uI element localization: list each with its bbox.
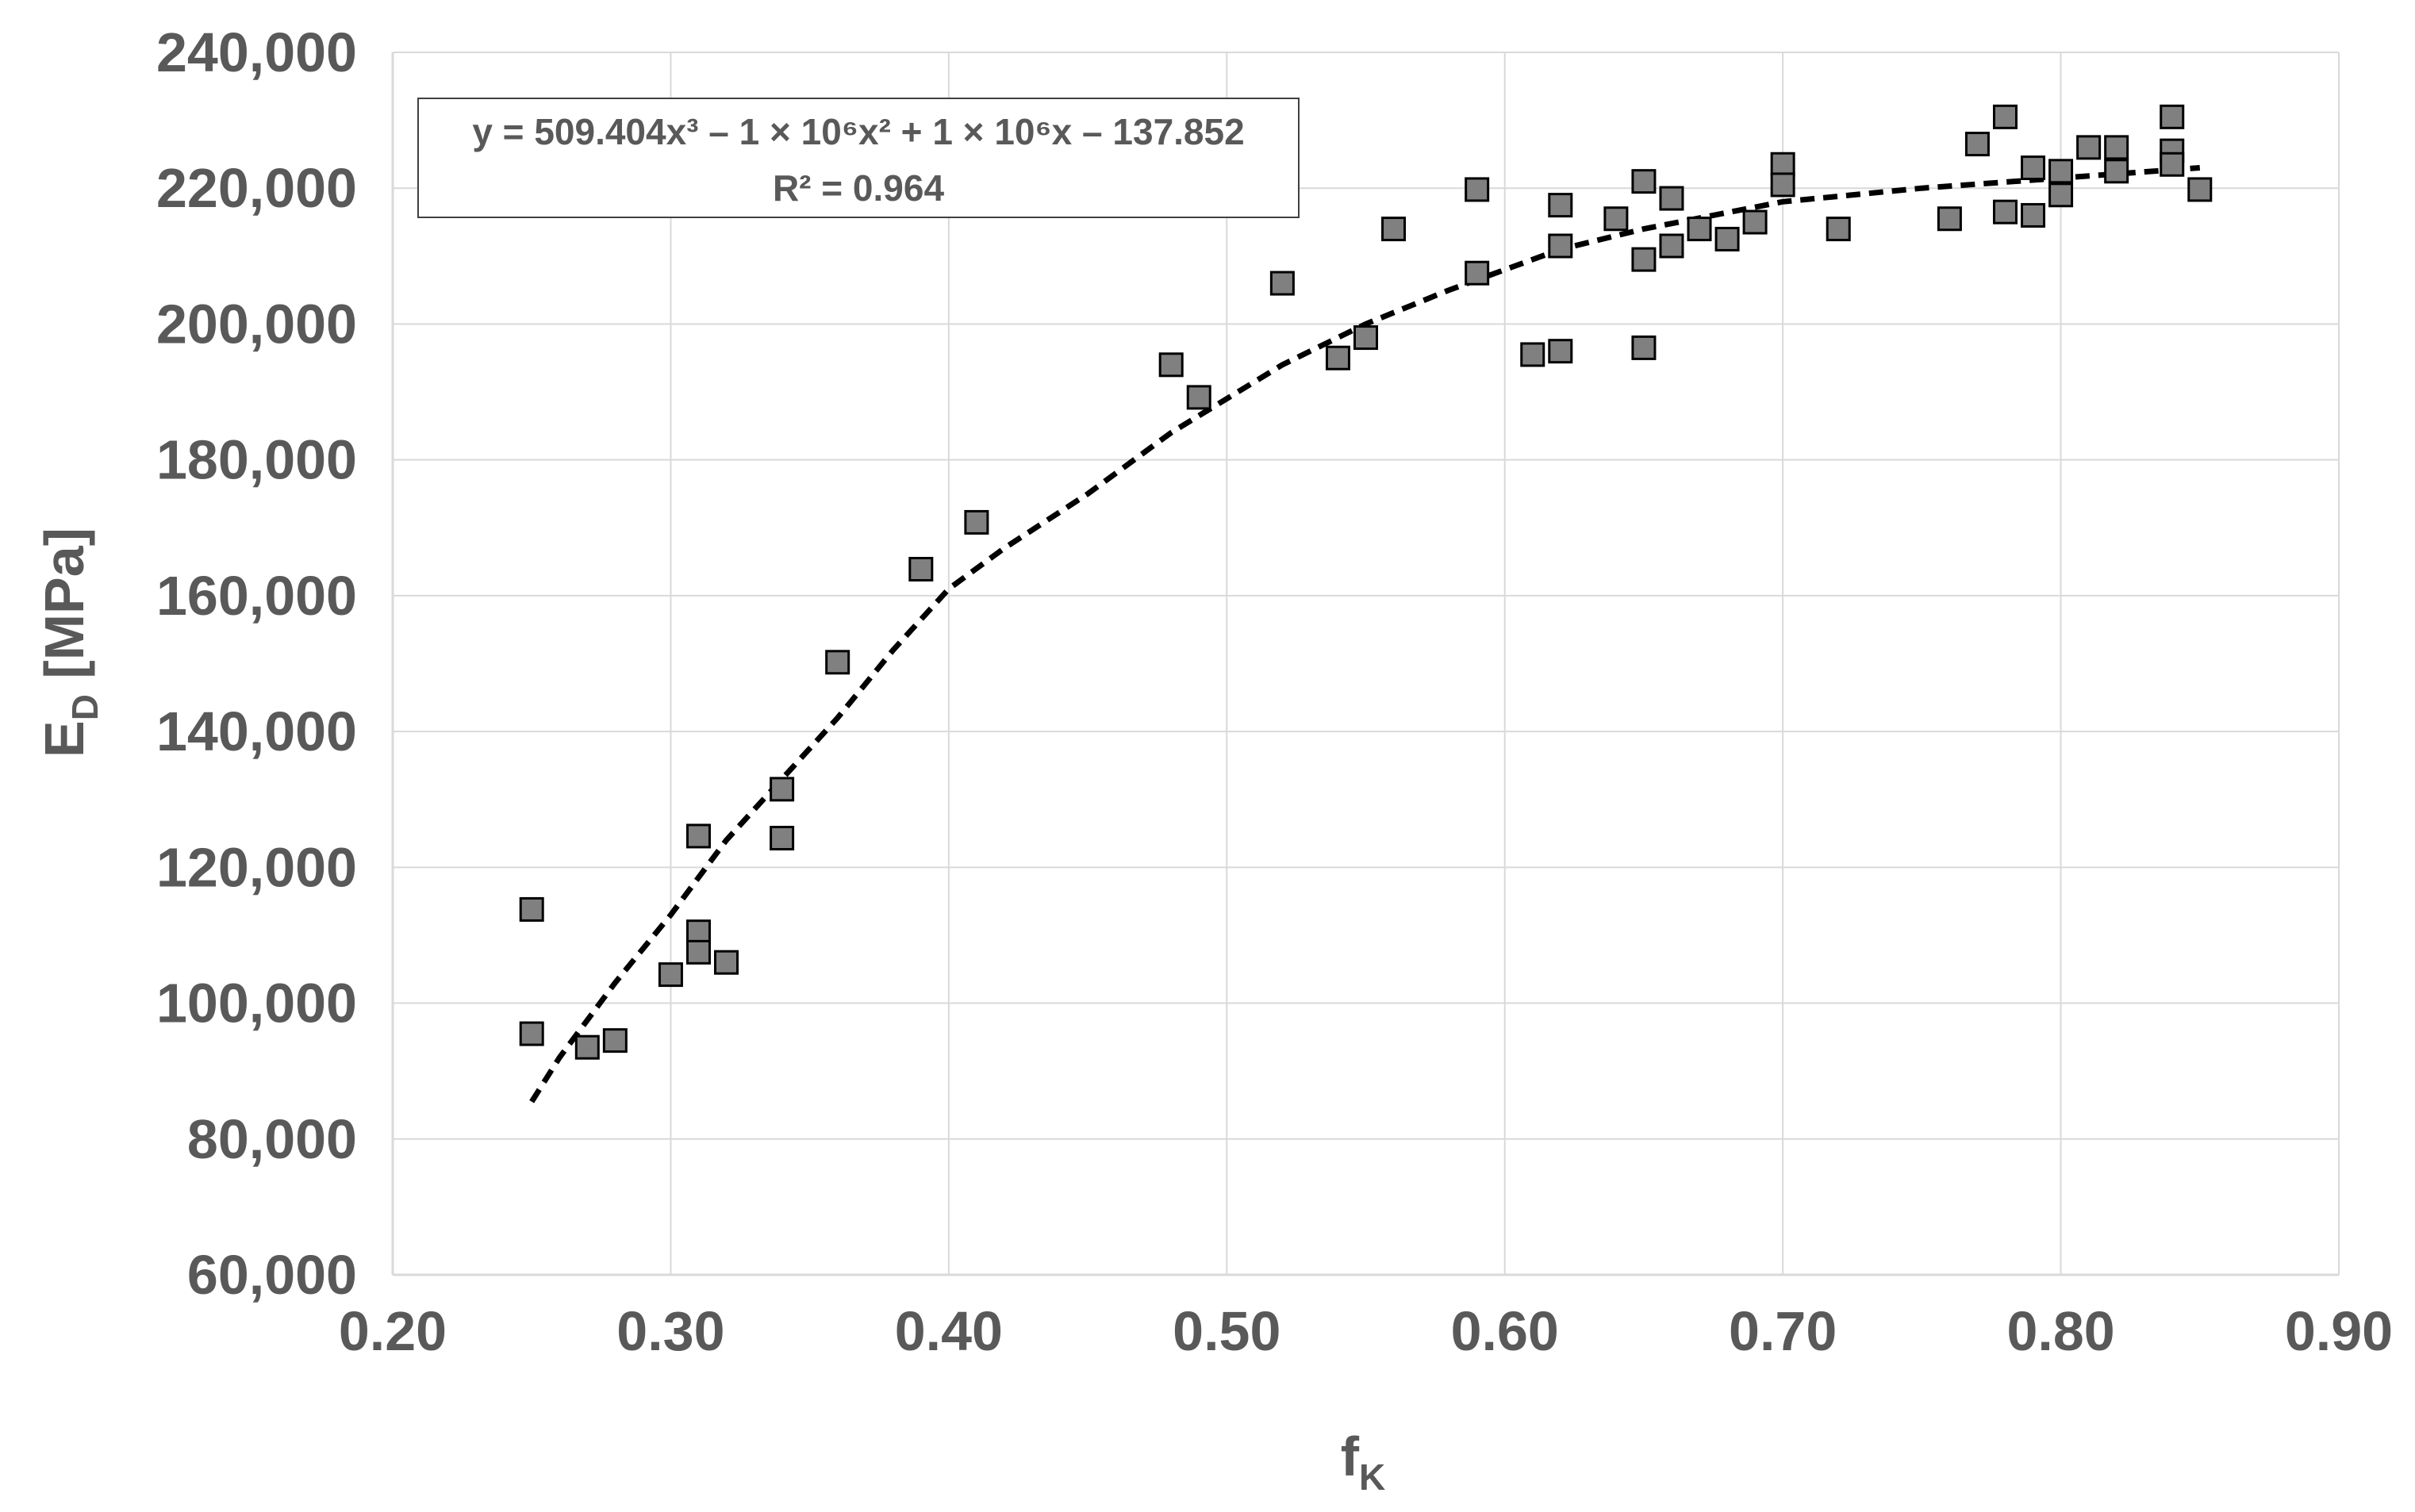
data-point <box>1186 385 1211 410</box>
r-squared-label: R² = 0.964 <box>773 167 944 209</box>
data-point <box>1353 325 1378 351</box>
data-point <box>2160 104 2185 129</box>
y-tick-label: 120,000 <box>156 836 357 898</box>
y-tick-label: 140,000 <box>156 700 357 762</box>
data-point <box>574 1034 600 1060</box>
data-point <box>2048 159 2074 184</box>
x-tick-label: 0.70 <box>1729 1300 1837 1362</box>
data-point <box>908 557 934 582</box>
y-tick-label: 240,000 <box>156 21 357 83</box>
data-point <box>685 939 711 965</box>
data-point <box>1548 233 1573 259</box>
data-point <box>1548 193 1573 218</box>
data-point <box>602 1028 628 1053</box>
data-point <box>1659 186 1684 211</box>
data-point <box>685 823 711 849</box>
data-point <box>1992 199 2018 224</box>
data-point <box>1742 209 1768 235</box>
data-point <box>2160 152 2185 177</box>
equation-box: y = 509.404x³ – 1 × 10⁶x² + 1 × 10⁶x – 1… <box>417 98 1300 218</box>
data-point <box>1631 169 1657 194</box>
data-point <box>1465 177 1490 202</box>
x-tick-label: 0.20 <box>339 1300 447 1362</box>
data-points <box>519 104 2213 1060</box>
y-axis-title-unit: [MPa] <box>33 528 95 694</box>
data-point <box>1325 345 1350 370</box>
y-tick-label: 220,000 <box>156 157 357 219</box>
data-point <box>1770 172 1795 198</box>
data-point <box>1603 206 1629 232</box>
data-point <box>2104 135 2129 160</box>
data-point <box>1465 260 1490 286</box>
data-point <box>770 777 795 802</box>
x-tick-label: 0.80 <box>2006 1300 2114 1362</box>
y-axis-title-subscript: D <box>64 694 106 720</box>
data-point <box>1687 217 1712 242</box>
data-point <box>1158 352 1184 378</box>
data-point <box>1992 104 2018 129</box>
data-point <box>964 509 989 535</box>
y-axis-title-main: E <box>33 720 95 758</box>
data-point <box>1631 335 1657 360</box>
x-tick-label: 0.90 <box>2285 1300 2393 1362</box>
y-tick-label: 60,000 <box>187 1244 357 1306</box>
y-axis-title: ED [MPa] <box>33 528 106 758</box>
x-tick-label: 0.30 <box>616 1300 724 1362</box>
tick-labels: 60,000 80,000 100,000 120,000 140,000 160,000… <box>156 21 2393 1362</box>
y-tick-label: 200,000 <box>156 293 357 355</box>
x-tick-label: 0.60 <box>1451 1300 1559 1362</box>
trendline <box>529 165 2201 1103</box>
data-point <box>1548 339 1573 364</box>
data-point <box>2021 155 2046 181</box>
data-point <box>714 950 739 975</box>
data-point <box>770 826 795 851</box>
axes <box>391 52 2339 1276</box>
grid-lines <box>393 52 2340 1275</box>
x-axis-title: fK <box>1341 1426 1386 1498</box>
y-tick-label: 80,000 <box>187 1108 357 1170</box>
data-point <box>1659 233 1684 259</box>
data-point <box>1520 342 1545 367</box>
data-point <box>1631 247 1657 272</box>
data-point <box>1937 206 1962 232</box>
data-point <box>519 896 544 922</box>
data-point <box>2187 177 2213 202</box>
data-point <box>519 1021 544 1046</box>
data-point <box>1269 271 1295 296</box>
data-point <box>2104 159 2129 184</box>
data-point <box>2021 202 2046 228</box>
x-tick-label: 0.50 <box>1173 1300 1280 1362</box>
data-point <box>825 650 850 675</box>
x-tick-label: 0.40 <box>895 1300 1003 1362</box>
data-point <box>1826 217 1851 242</box>
data-point <box>1964 132 1990 157</box>
data-point <box>1381 217 1407 242</box>
data-point <box>2048 182 2074 208</box>
x-axis-title-main: f <box>1341 1426 1360 1487</box>
y-tick-label: 100,000 <box>156 973 357 1034</box>
y-tick-label: 180,000 <box>156 429 357 491</box>
data-point <box>1770 152 1795 177</box>
polynomial-trendline <box>529 165 2201 1103</box>
data-point <box>1714 226 1740 251</box>
y-tick-label: 160,000 <box>156 565 357 627</box>
data-point <box>685 919 711 945</box>
x-axis-title-subscript: K <box>1359 1456 1385 1498</box>
trendline-equation: y = 509.404x³ – 1 × 10⁶x² + 1 × 10⁶x – 1… <box>472 111 1244 152</box>
data-point <box>2076 135 2102 160</box>
data-point <box>658 962 683 988</box>
